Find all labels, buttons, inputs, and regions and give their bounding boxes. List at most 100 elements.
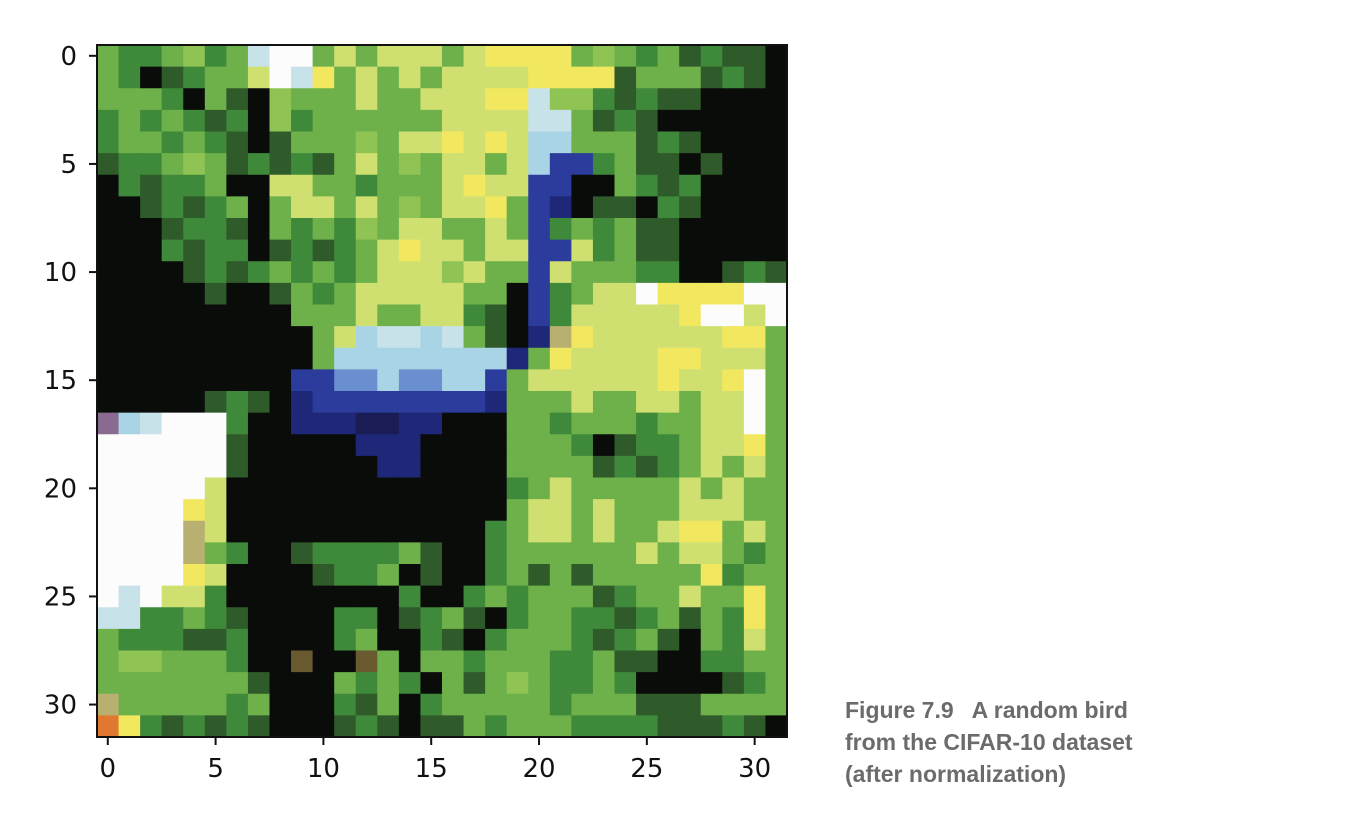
pixel-cell — [291, 282, 314, 306]
pixel-cell — [226, 153, 249, 176]
pixel-cell — [247, 131, 271, 154]
pixel-cell — [765, 650, 788, 673]
pixel-cell — [118, 693, 141, 716]
pixel-cell — [204, 326, 227, 349]
pixel-cell — [204, 477, 227, 500]
pixel-cell — [743, 542, 767, 565]
pixel-cell — [679, 693, 702, 716]
pixel-cell — [204, 347, 227, 370]
pixel-cell — [140, 564, 163, 587]
pixel-cell — [657, 693, 680, 716]
pixel-cell — [614, 672, 637, 695]
pixel-cell — [506, 391, 529, 414]
pixel-cell — [183, 218, 206, 241]
pixel-cell — [118, 218, 141, 241]
pixel-cell — [377, 628, 400, 652]
pixel-cell — [636, 45, 659, 68]
pixel-cell — [161, 693, 184, 716]
pixel-cell — [485, 434, 508, 457]
pixel-cell — [528, 434, 551, 457]
pixel-cell — [312, 347, 335, 370]
pixel-cell — [183, 693, 206, 716]
pixel-cell — [506, 607, 529, 630]
pixel-cell — [269, 585, 292, 608]
pixel-cell — [442, 261, 465, 284]
pixel-cell — [765, 672, 788, 695]
pixel-cell — [118, 520, 141, 543]
pixel-cell — [528, 153, 551, 176]
pixel-cell — [549, 239, 572, 262]
pixel-cell — [765, 715, 788, 738]
pixel-cell — [506, 455, 529, 479]
pixel-cell — [247, 196, 271, 219]
pixel-cell — [247, 304, 271, 327]
pixel-cell — [291, 196, 314, 219]
pixel-cell — [204, 650, 227, 673]
x-tick-label: 30 — [738, 754, 771, 784]
pixel-cell — [636, 66, 659, 89]
pixel-cell — [312, 369, 335, 392]
pixel-cell — [592, 347, 616, 370]
pixel-cell — [743, 672, 767, 695]
pixel-cell — [442, 391, 465, 414]
pixel-cell — [118, 564, 141, 587]
pixel-cell — [161, 45, 184, 68]
pixel-cell — [97, 434, 120, 457]
pixel-cell — [506, 672, 529, 695]
pixel-cell — [657, 477, 680, 500]
pixel-cell — [247, 520, 271, 543]
pixel-cell — [765, 520, 788, 543]
pixel-cell — [355, 693, 378, 716]
pixel-cell — [183, 455, 206, 479]
pixel-cell — [355, 174, 378, 197]
pixel-cell — [269, 672, 292, 695]
pixel-cell — [549, 218, 572, 241]
pixel-cell — [722, 45, 745, 68]
plot-frame — [96, 44, 788, 738]
pixel-cell — [183, 520, 206, 543]
pixel-cell — [528, 499, 551, 522]
pixel-cell — [463, 607, 486, 630]
pixel-cell — [291, 239, 314, 262]
pixel-cell — [765, 347, 788, 370]
pixel-cell — [571, 628, 594, 652]
pixel-cell — [355, 239, 378, 262]
pixel-cell — [592, 564, 616, 587]
pixel-cell — [140, 109, 163, 133]
pixel-cell — [657, 412, 680, 435]
pixel-cell — [506, 477, 529, 500]
pixel-cell — [657, 88, 680, 111]
pixel-cell — [700, 347, 723, 370]
pixel-cell — [636, 174, 659, 197]
pixel-cell — [614, 412, 637, 435]
pixel-cell — [506, 628, 529, 652]
pixel-cell — [398, 607, 422, 630]
pixel-cell — [614, 455, 637, 479]
pixel-cell — [485, 477, 508, 500]
pixel-cell — [549, 326, 572, 349]
pixel-cell — [614, 45, 637, 68]
pixel-cell — [571, 434, 594, 457]
pixel-cell — [118, 282, 141, 306]
pixel-cell — [226, 109, 249, 133]
pixel-cell — [657, 650, 680, 673]
pixel-cell — [722, 66, 745, 89]
pixel-cell — [765, 628, 788, 652]
pixel-cell — [636, 412, 659, 435]
pixel-cell — [679, 239, 702, 262]
pixel-cell — [614, 174, 637, 197]
pixel-cell — [204, 499, 227, 522]
pixel-cell — [614, 650, 637, 673]
pixel-cell — [334, 304, 357, 327]
pixel-cell — [161, 542, 184, 565]
pixel-cell — [636, 109, 659, 133]
pixel-cell — [700, 109, 723, 133]
pixel-cell — [571, 153, 594, 176]
pixel-cell — [506, 715, 529, 738]
pixel-cell — [398, 693, 422, 716]
pixel-cell — [614, 434, 637, 457]
pixel-cell — [636, 261, 659, 284]
pixel-cell — [97, 693, 120, 716]
pixel-cell — [485, 174, 508, 197]
pixel-cell — [679, 174, 702, 197]
